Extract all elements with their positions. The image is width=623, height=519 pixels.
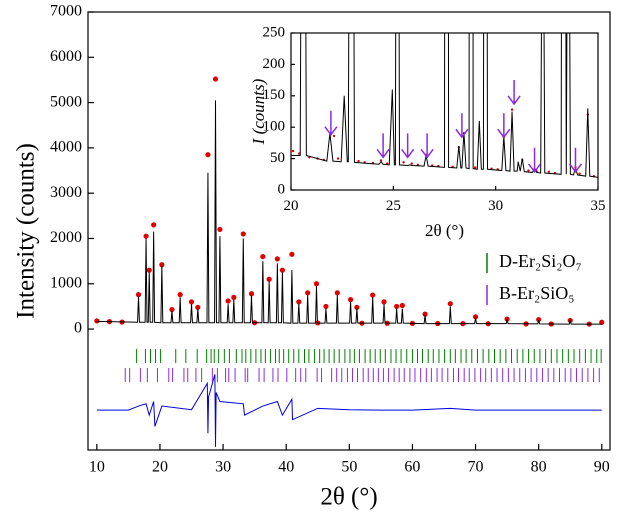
y-tick-label: 100 [263, 119, 286, 135]
observed-point [291, 149, 295, 153]
observed-point [225, 298, 231, 304]
observed-point [248, 291, 255, 297]
x-tick-label: 10 [89, 458, 105, 475]
observed-point [379, 159, 383, 162]
observed-point [447, 301, 453, 307]
observed-point [354, 304, 360, 310]
arrow [527, 147, 542, 174]
inset-y-axis-label: I (counts) [249, 78, 268, 145]
observed-point [547, 170, 551, 173]
observed-point [474, 166, 477, 169]
y-tick-label: 1000 [50, 274, 82, 291]
y-tick-label: 0 [278, 181, 286, 197]
observed-point [510, 108, 514, 111]
observed-point [266, 276, 272, 282]
observed-point [274, 256, 280, 262]
arrow [507, 79, 521, 106]
observed-point [336, 157, 340, 160]
observed-point [260, 253, 266, 260]
observed-point [143, 233, 149, 239]
observed-point [135, 292, 142, 298]
y-tick-label: 4000 [50, 139, 82, 156]
x-tick-label: 20 [152, 458, 168, 475]
x-tick-label: 50 [341, 458, 357, 475]
calculated-line [291, 33, 598, 178]
arrow [376, 133, 390, 159]
x-tick-label: 20 [284, 198, 299, 214]
observed-point [94, 318, 100, 324]
observed-point [402, 161, 405, 164]
y-tick-label: 50 [270, 150, 285, 166]
y-tick-label: 250 [263, 24, 286, 40]
observed-point [296, 299, 302, 305]
x-tick-label: 40 [278, 458, 294, 475]
observed-point [169, 306, 175, 313]
observed-point [159, 262, 165, 268]
arrow [401, 133, 415, 159]
observed-point [240, 231, 246, 237]
y-tick-label: 6000 [50, 48, 82, 65]
observed-point [188, 299, 195, 305]
observed-point [334, 290, 340, 296]
arrow [324, 110, 338, 136]
observed-point [357, 159, 360, 163]
x-tick-label: 35 [591, 198, 606, 214]
difference-line [96, 374, 602, 447]
plot-frame [290, 32, 599, 191]
observed-point [323, 303, 329, 310]
arrow [568, 147, 583, 174]
arrow [455, 113, 469, 139]
inset-x-axis-label: 2θ (°) [425, 221, 464, 240]
observed-point [394, 303, 400, 310]
observed-point [212, 76, 219, 82]
y-tick-label: 150 [263, 87, 286, 103]
observed-point [305, 290, 311, 296]
x-tick-label: 80 [531, 458, 547, 475]
observed-point [279, 267, 286, 273]
observed-point [332, 134, 336, 138]
inset-plot [291, 33, 598, 178]
observed-point [472, 314, 479, 320]
y-tick-label: 2000 [50, 229, 82, 246]
x-tick-label: 60 [404, 458, 420, 475]
y-axis-label: Intensity (counts) [13, 143, 40, 319]
x-axis-label: 2θ (°) [320, 484, 377, 511]
observed-point [578, 172, 581, 175]
observed-point [410, 162, 413, 165]
x-tick-label: 25 [386, 198, 401, 214]
observed-point [313, 281, 320, 287]
observed-point [205, 152, 211, 158]
observed-point [381, 299, 387, 305]
observed-point [177, 292, 183, 298]
observed-point [289, 251, 295, 257]
arrow [497, 113, 511, 139]
observed-point [536, 316, 542, 323]
y-tick-label: 0 [74, 320, 82, 337]
legend-label: B-Er₂SiO₅ [499, 283, 575, 303]
observed-point [231, 294, 237, 300]
x-tick-label: 70 [468, 458, 484, 475]
observed-point [527, 169, 530, 172]
observed-point [599, 319, 605, 325]
legend-label: D-Er₂Si₂O₇ [499, 251, 582, 271]
calculated-line [96, 100, 602, 325]
observed-point [347, 297, 354, 303]
observed-point [217, 226, 223, 233]
y-tick-label: 200 [263, 56, 286, 72]
x-tick-label: 30 [215, 458, 231, 475]
x-tick-label: 30 [488, 198, 503, 214]
x-tick-label: 90 [594, 458, 610, 475]
observed-point [422, 311, 428, 317]
observed-point [399, 302, 405, 309]
observed-point [370, 292, 376, 298]
observed-point [146, 267, 152, 273]
y-tick-label: 5000 [50, 93, 82, 110]
observed-point [195, 304, 201, 310]
y-tick-label: 3000 [50, 184, 82, 201]
y-tick-label: 7000 [50, 3, 82, 20]
arrow [420, 133, 434, 159]
observed-point [151, 222, 157, 228]
